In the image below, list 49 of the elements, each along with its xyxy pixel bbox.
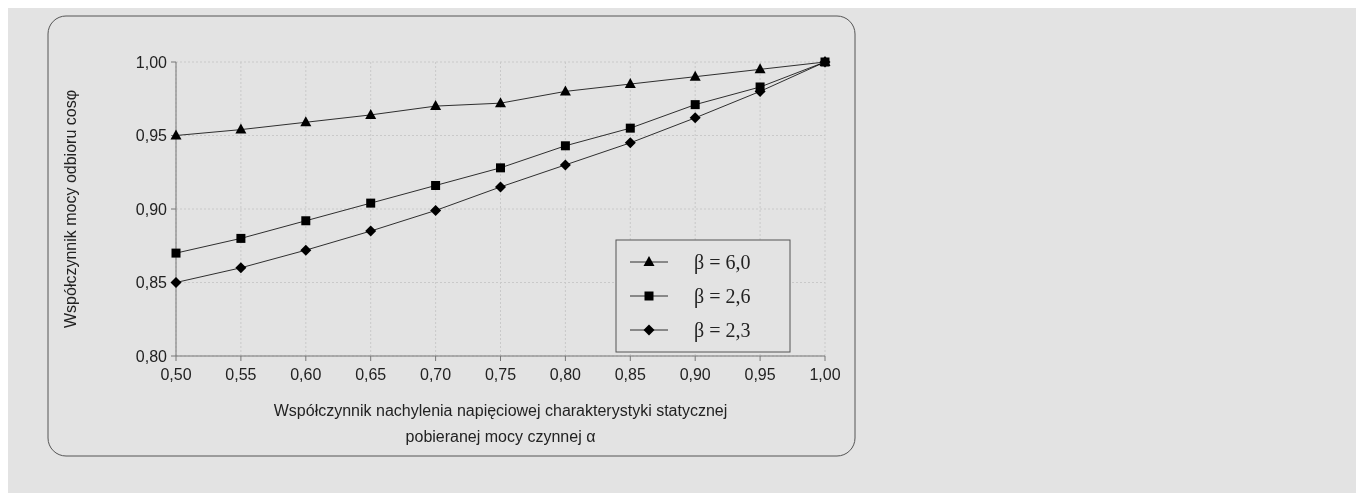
x-tick-label: 0,90 — [679, 366, 711, 383]
x-tick-label: 0,60 — [290, 366, 322, 383]
x-tick-label: 0,85 — [614, 366, 646, 383]
point — [171, 248, 181, 258]
point — [754, 63, 766, 74]
point — [431, 180, 441, 190]
point — [559, 159, 571, 171]
y-axis-title: Współczynnik mocy odbioru cosφ — [62, 89, 79, 329]
x-tick-label: 0,65 — [355, 366, 387, 383]
point — [496, 163, 505, 173]
point — [300, 116, 312, 127]
x-tick-label: 1,00 — [809, 366, 841, 383]
point — [235, 262, 247, 274]
point — [301, 216, 311, 226]
point — [170, 277, 182, 288]
y-tick-label: 1,00 — [135, 53, 168, 71]
point — [235, 123, 247, 134]
point — [625, 123, 635, 133]
point — [689, 112, 701, 124]
y-tick-label: 0,95 — [135, 127, 168, 145]
point — [430, 100, 442, 111]
point — [495, 181, 506, 193]
x-tick-label: 0,50 — [160, 366, 192, 383]
legend-label: β = 6,0 — [694, 251, 751, 274]
y-tick-label: 0,80 — [135, 347, 168, 365]
point — [430, 204, 442, 216]
point — [689, 70, 701, 81]
x-tick-label: 0,70 — [420, 366, 452, 383]
y-tick-label: 0,90 — [135, 200, 168, 218]
x-axis-title: Współczynnik nachylenia napięciowej charakterystyki statycznej pobieranej mocy czynnej α — [273, 402, 728, 445]
point — [365, 108, 377, 119]
point — [236, 233, 246, 243]
legend-label: β = 2,6 — [694, 285, 751, 308]
point — [559, 85, 571, 96]
point — [300, 244, 312, 256]
x-tick-label: 0,80 — [549, 366, 582, 383]
x-tick-label: 0,55 — [225, 366, 257, 383]
point — [365, 225, 377, 237]
x-tick-label: 0,75 — [484, 366, 517, 383]
point — [366, 198, 376, 208]
point — [495, 97, 506, 108]
point — [560, 141, 570, 151]
point — [170, 129, 182, 140]
x-tick-label: 0,95 — [744, 366, 776, 383]
point — [624, 137, 636, 149]
y-tick-label: 0,85 — [135, 274, 168, 292]
point — [624, 78, 636, 89]
point — [690, 100, 700, 110]
legend-label: β = 2,3 — [694, 319, 751, 342]
